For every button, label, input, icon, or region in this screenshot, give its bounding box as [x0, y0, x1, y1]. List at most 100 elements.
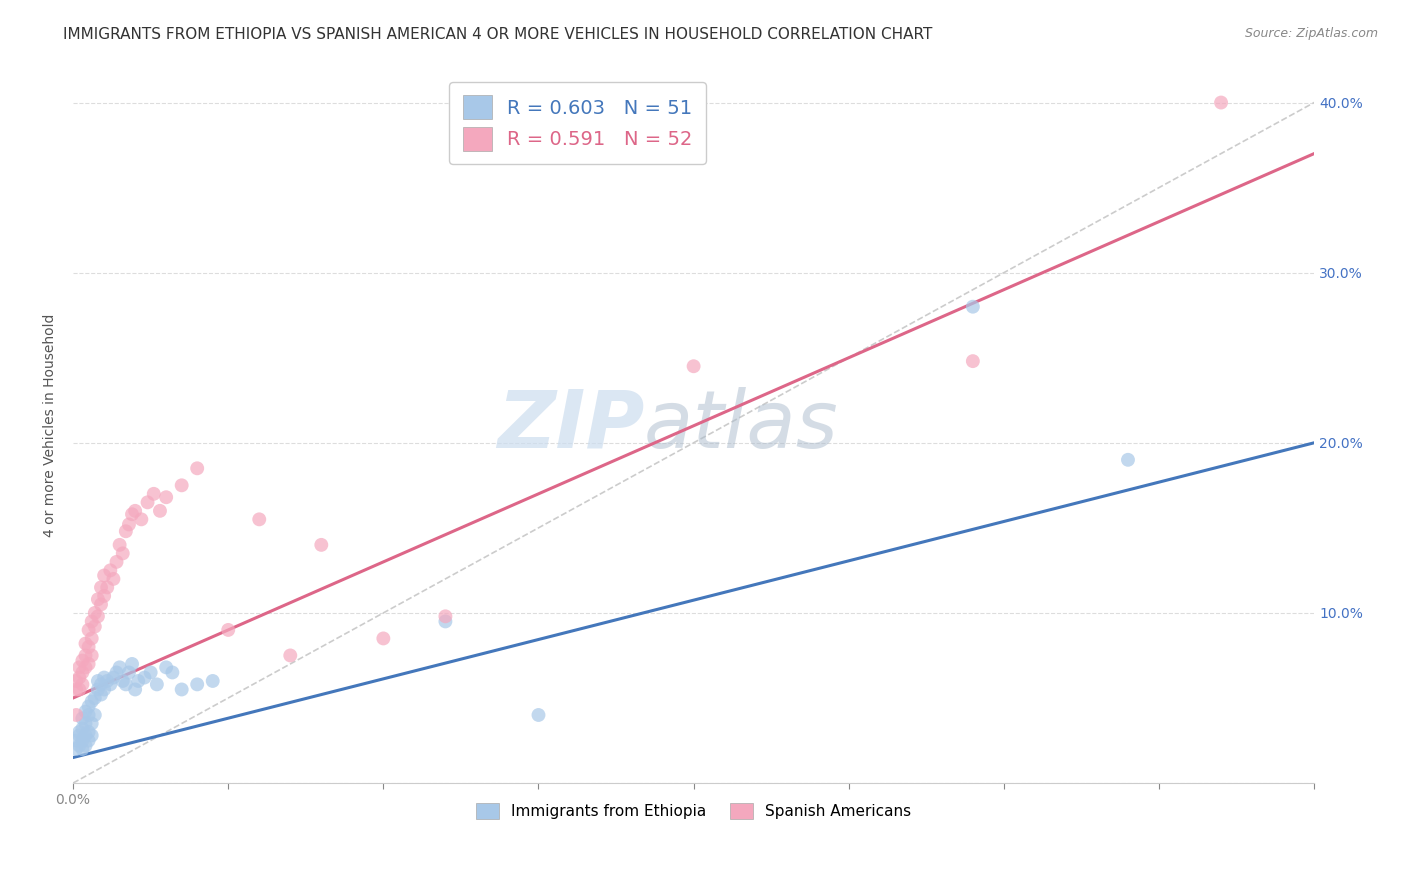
Point [434, 609, 457, 624]
Point [90, 688, 112, 702]
Point [186, 461, 208, 475]
Point [72, 711, 94, 725]
Point [77, 657, 100, 671]
Point [67, 728, 90, 742]
Point [103, 572, 125, 586]
Point [527, 708, 550, 723]
Point [108, 660, 131, 674]
Point [142, 487, 165, 501]
Point [72, 742, 94, 756]
Point [77, 699, 100, 714]
Point [72, 654, 94, 668]
Point [65, 682, 87, 697]
Text: IMMIGRANTS FROM ETHIOPIA VS SPANISH AMERICAN 4 OR MORE VEHICLES IN HOUSEHOLD COR: IMMIGRANTS FROM ETHIOPIA VS SPANISH AMER… [63, 27, 932, 42]
Point [111, 673, 134, 688]
Text: atlas: atlas [644, 387, 839, 465]
Point [136, 495, 159, 509]
Point [87, 673, 110, 688]
Point [83, 708, 105, 723]
Point [67, 671, 90, 685]
Point [682, 359, 704, 374]
Point [98, 563, 121, 577]
Point [80, 615, 103, 629]
Point [75, 636, 97, 650]
Point [75, 716, 97, 731]
Point [93, 682, 115, 697]
Point [87, 592, 110, 607]
Point [77, 640, 100, 654]
Point [90, 677, 112, 691]
Point [87, 609, 110, 624]
Point [87, 682, 110, 697]
Point [65, 733, 87, 747]
Point [96, 673, 118, 688]
Point [93, 568, 115, 582]
Text: ZIP: ZIP [496, 387, 644, 465]
Point [155, 660, 177, 674]
Point [72, 677, 94, 691]
Point [118, 517, 141, 532]
Point [105, 555, 128, 569]
Point [80, 694, 103, 708]
Point [65, 673, 87, 688]
Point [67, 739, 90, 753]
Point [373, 632, 395, 646]
Point [962, 354, 984, 368]
Point [155, 490, 177, 504]
Point [162, 665, 184, 680]
Point [149, 504, 172, 518]
Point [80, 632, 103, 646]
Point [434, 615, 457, 629]
Point [186, 677, 208, 691]
Point [75, 728, 97, 742]
Point [170, 682, 193, 697]
Point [93, 671, 115, 685]
Point [170, 478, 193, 492]
Point [103, 671, 125, 685]
Point [118, 665, 141, 680]
Point [108, 538, 131, 552]
Point [75, 739, 97, 753]
Point [121, 657, 143, 671]
Point [90, 598, 112, 612]
Point [201, 673, 224, 688]
Point [77, 725, 100, 739]
Point [72, 722, 94, 736]
Point [72, 665, 94, 680]
Legend: Immigrants from Ethiopia, Spanish Americans: Immigrants from Ethiopia, Spanish Americ… [470, 797, 917, 825]
Point [77, 733, 100, 747]
Y-axis label: 4 or more Vehicles in Household: 4 or more Vehicles in Household [44, 314, 58, 538]
Point [83, 690, 105, 705]
Point [278, 648, 301, 663]
Point [124, 682, 146, 697]
Point [124, 504, 146, 518]
Point [311, 538, 333, 552]
Point [1116, 452, 1139, 467]
Point [247, 512, 270, 526]
Point [134, 671, 156, 685]
Point [75, 648, 97, 663]
Point [105, 665, 128, 680]
Point [75, 660, 97, 674]
Point [139, 665, 162, 680]
Point [80, 648, 103, 663]
Point [80, 728, 103, 742]
Point [77, 708, 100, 723]
Point [83, 619, 105, 633]
Point [72, 733, 94, 747]
Point [65, 742, 87, 756]
Text: Source: ZipAtlas.com: Source: ZipAtlas.com [1244, 27, 1378, 40]
Point [67, 682, 90, 697]
Point [217, 623, 239, 637]
Point [90, 581, 112, 595]
Point [98, 677, 121, 691]
Point [131, 512, 153, 526]
Point [77, 623, 100, 637]
Point [1209, 95, 1232, 110]
Point [127, 673, 149, 688]
Point [83, 606, 105, 620]
Point [67, 725, 90, 739]
Point [146, 677, 169, 691]
Point [111, 546, 134, 560]
Point [96, 581, 118, 595]
